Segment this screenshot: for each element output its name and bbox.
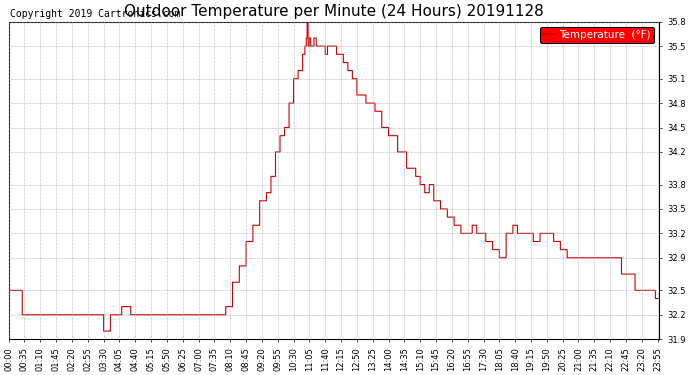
Legend: Temperature  (°F): Temperature (°F)	[540, 27, 654, 43]
Title: Outdoor Temperature per Minute (24 Hours) 20191128: Outdoor Temperature per Minute (24 Hours…	[124, 4, 544, 19]
Text: Copyright 2019 Cartronics.com: Copyright 2019 Cartronics.com	[10, 9, 180, 18]
